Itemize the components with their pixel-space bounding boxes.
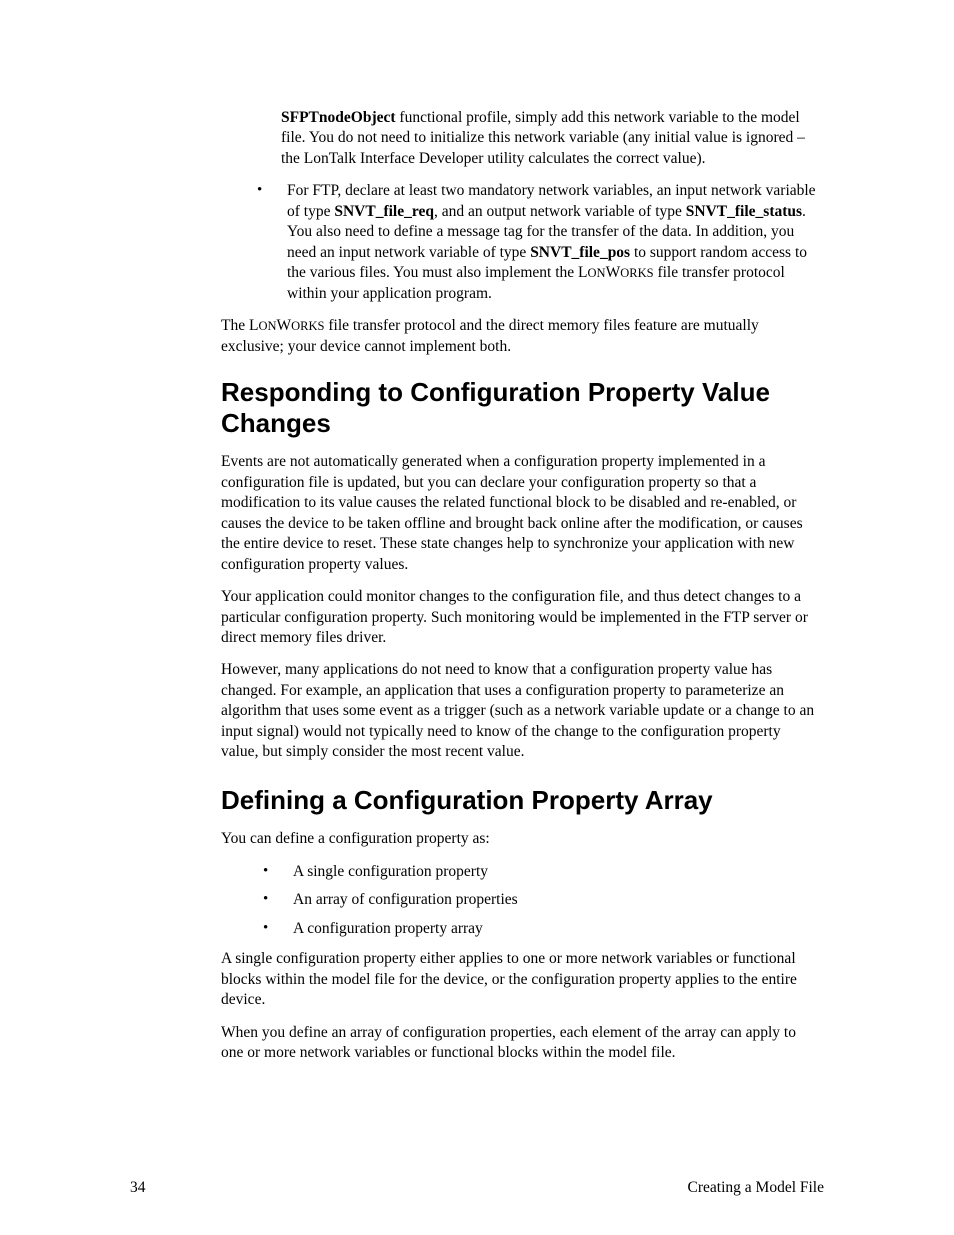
defarr-intro: You can define a configuration property …: [221, 829, 821, 849]
resp-p1: Events are not automatically generated w…: [221, 452, 821, 575]
ftp-b3: SNVT_file_pos: [530, 244, 630, 261]
exclusive-paragraph: The LONWORKS file transfer protocol and …: [221, 316, 821, 357]
page-number: 34: [130, 1179, 146, 1197]
list-item-text: A single configuration property: [293, 862, 821, 882]
ftp-mid4: W: [606, 264, 621, 281]
heading-defining-array: Defining a Configuration Property Array: [221, 785, 821, 816]
resp-p2: Your application could monitor changes t…: [221, 587, 821, 648]
ftp-mid1: , and an output network variable of type: [434, 203, 686, 220]
list-item-text: A configuration property array: [293, 919, 821, 939]
bullet-icon: •: [251, 181, 287, 304]
ftp-b2: SNVT_file_status: [686, 203, 802, 220]
ftp-lw1: ON: [588, 266, 606, 280]
sfpt-bold-term: SFPTnodeObject: [281, 109, 396, 126]
excl-b: W: [277, 317, 292, 334]
page-footer: 34 Creating a Model File: [130, 1179, 824, 1197]
footer-section-title: Creating a Model File: [688, 1179, 824, 1197]
ftp-lw2: ORKS: [620, 266, 653, 280]
bullet-icon: •: [257, 862, 293, 882]
defarr-bullet-list: • A single configuration property • An a…: [257, 862, 821, 939]
list-item: • A configuration property array: [257, 919, 821, 939]
document-page: SFPTnodeObject functional profile, simpl…: [0, 0, 954, 1235]
continued-indent-block: SFPTnodeObject functional profile, simpl…: [281, 108, 821, 169]
ftp-b1: SNVT_file_req: [334, 203, 434, 220]
list-item: • A single configuration property: [257, 862, 821, 882]
heading-responding: Responding to Configuration Property Val…: [221, 377, 821, 438]
excl-lw1: ON: [258, 319, 276, 333]
bullet-icon: •: [257, 919, 293, 939]
bullet-icon: •: [257, 890, 293, 910]
defarr-p2: When you define an array of configuratio…: [221, 1023, 821, 1064]
list-item: • An array of configuration properties: [257, 890, 821, 910]
resp-p3: However, many applications do not need t…: [221, 660, 821, 762]
excl-lw2: ORKS: [291, 319, 324, 333]
ftp-bullet-body: For FTP, declare at least two mandatory …: [287, 181, 821, 304]
ftp-bullet-item: • For FTP, declare at least two mandator…: [251, 181, 821, 304]
sfpt-paragraph: SFPTnodeObject functional profile, simpl…: [281, 108, 821, 169]
list-item-text: An array of configuration properties: [293, 890, 821, 910]
excl-a: The L: [221, 317, 258, 334]
content-column: SFPTnodeObject functional profile, simpl…: [221, 108, 821, 1075]
defarr-p1: A single configuration property either a…: [221, 949, 821, 1010]
